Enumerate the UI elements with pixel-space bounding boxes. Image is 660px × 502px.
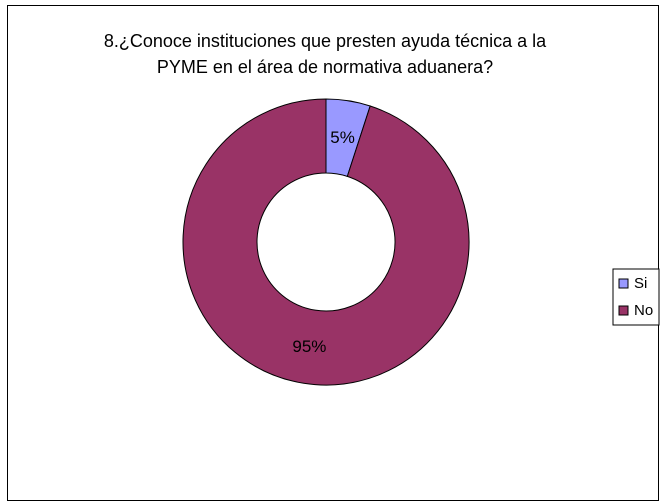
data-label-no: 95%: [292, 337, 326, 356]
slice-no: [182, 98, 470, 386]
data-label-si: 5%: [330, 128, 355, 147]
legend-swatch-no: [618, 305, 629, 316]
slices-group: [182, 98, 470, 386]
legend-box: [612, 268, 660, 326]
legend-label-si: Si: [634, 275, 647, 292]
chart-title-line-2: PYME en el área de normativa aduanera?: [157, 57, 493, 77]
legend-swatch-si: [618, 278, 629, 289]
chart-frame: [7, 5, 659, 501]
chart-title-line-1: 8.¿Conoce instituciones que presten ayud…: [104, 31, 547, 51]
legend: Si No: [612, 268, 660, 326]
data-labels-group: 5% 95%: [292, 128, 354, 356]
legend-label-no: No: [634, 302, 653, 319]
